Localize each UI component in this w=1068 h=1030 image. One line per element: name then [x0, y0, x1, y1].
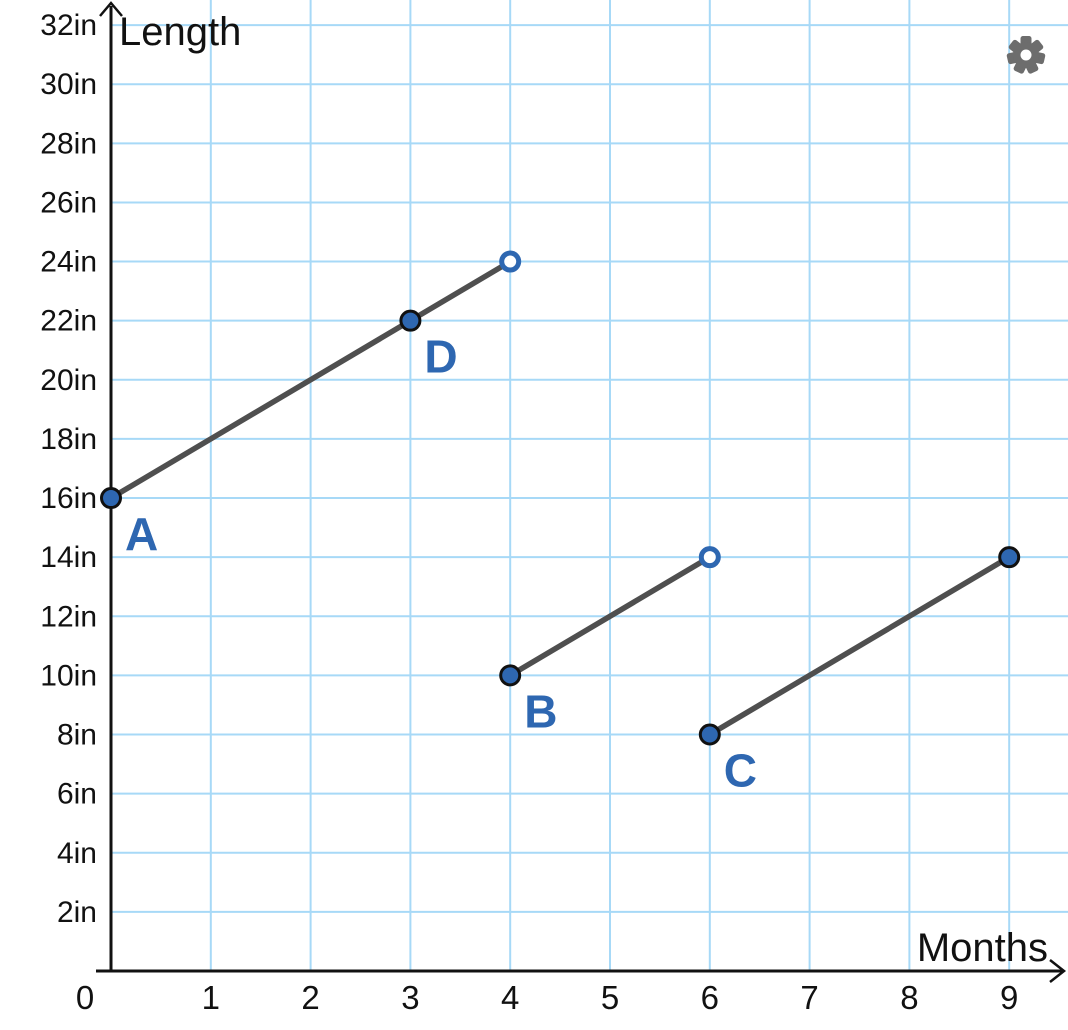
x-tick-label: 0	[76, 979, 94, 1016]
y-tick-label: 20in	[40, 364, 97, 397]
point-label-A: A	[125, 508, 158, 560]
open-endpoint[interactable]	[499, 250, 522, 273]
x-tick-label: 9	[1000, 979, 1018, 1016]
x-tick-label: 8	[900, 979, 918, 1016]
y-tick-label: 32in	[40, 9, 97, 42]
grid-lines	[111, 0, 1068, 971]
y-axis-title: Length	[119, 10, 241, 54]
x-tick-label: 1	[202, 979, 220, 1016]
point-D[interactable]	[399, 309, 422, 332]
x-tick-label: 7	[800, 979, 818, 1016]
y-tick-label: 26in	[40, 186, 97, 219]
point-labels: A D B C	[125, 331, 757, 797]
y-tick-label: 6in	[57, 778, 97, 811]
x-tick-label: 6	[701, 979, 719, 1016]
y-tick-label: 8in	[57, 719, 97, 752]
y-axis-arrow-icon	[99, 1, 123, 17]
settings-gear-icon[interactable]	[1006, 36, 1046, 75]
y-tick-label: 12in	[40, 600, 97, 633]
y-tick-label: 18in	[40, 423, 97, 456]
y-tick-label: 10in	[40, 659, 97, 692]
y-tick-label: 22in	[40, 305, 97, 338]
line-segments	[108, 258, 1012, 738]
x-tick-label: 2	[301, 979, 319, 1016]
y-tick-label: 4in	[57, 837, 97, 870]
point-label-D: D	[424, 331, 457, 383]
point-A[interactable]	[100, 487, 122, 510]
x-tick-label: 4	[501, 979, 519, 1016]
y-tick-label: 30in	[40, 68, 97, 101]
tick-labels: 2in 4in 6in 8in 10in 12in 14in 16in 18in 20in 22in…	[40, 9, 1018, 1016]
x-tick-label: 5	[601, 979, 619, 1016]
y-tick-label: 24in	[40, 246, 97, 279]
y-tick-label: 2in	[57, 896, 97, 929]
point-C[interactable]	[698, 723, 721, 746]
x-axis-title: Months	[917, 926, 1048, 970]
segment-B[interactable]	[507, 554, 713, 679]
point-label-C: C	[724, 745, 757, 797]
point-label-B: B	[524, 685, 557, 737]
y-tick-label: 16in	[40, 482, 97, 515]
open-endpoint[interactable]	[698, 546, 721, 569]
segment-A-D[interactable]	[108, 258, 513, 501]
data-points	[100, 250, 1021, 746]
y-tick-label: 14in	[40, 541, 97, 574]
axes	[96, 1, 1067, 983]
point[interactable]	[998, 546, 1021, 569]
y-tick-label: 28in	[40, 127, 97, 160]
x-axis-arrow-icon	[1049, 959, 1067, 983]
point-B[interactable]	[499, 664, 522, 687]
segment-C[interactable]	[707, 554, 1012, 738]
x-tick-label: 3	[401, 979, 419, 1016]
gear-hole	[1020, 49, 1032, 61]
